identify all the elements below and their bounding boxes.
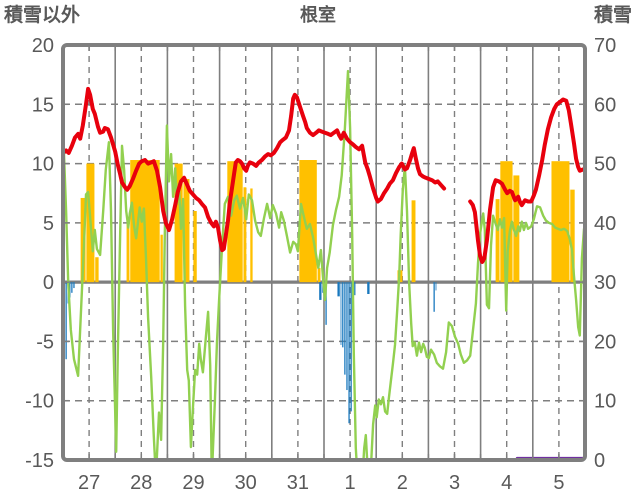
orange-bar [317, 267, 321, 283]
orange-bar [551, 161, 570, 283]
blue-bar [319, 282, 322, 300]
orange-bar [126, 220, 130, 283]
blue-bar [350, 282, 352, 412]
blue-bar [344, 282, 346, 375]
left-axis-tick-label: 0 [43, 272, 54, 294]
right-axis-tick-label: 40 [594, 213, 616, 235]
blue-bar [340, 282, 342, 345]
orange-bar [513, 175, 520, 283]
right-axis-tick-label: 10 [594, 391, 616, 413]
orange-bar [183, 178, 190, 283]
orange-bar [174, 163, 183, 283]
blue-bar [65, 282, 67, 360]
left-axis-tick-label: -15 [25, 450, 54, 472]
orange-bar [250, 188, 253, 283]
blue-bar [346, 282, 348, 391]
orange-bar [193, 211, 197, 283]
x-axis-day-label: 1 [345, 472, 356, 494]
x-axis-day-label: 27 [78, 472, 100, 494]
red-line [63, 86, 447, 253]
orange-bar [495, 199, 500, 283]
blue-bar [73, 282, 75, 289]
orange-bar [570, 189, 575, 283]
orange-bar [299, 160, 317, 283]
right-axis-tick-label: 30 [594, 272, 616, 294]
blue-bar [71, 282, 73, 293]
left-axis-tick-label: 10 [32, 154, 54, 176]
right-axis-title: 積雪 [594, 3, 632, 26]
left-axis-tick-label: 5 [43, 213, 54, 235]
right-axis-tick-label: 60 [594, 94, 616, 116]
grid-layer [63, 45, 585, 460]
orange-bar [95, 257, 99, 283]
blue-bar [367, 282, 370, 294]
blue-bar [435, 282, 437, 291]
blue-bar [354, 282, 356, 296]
red-line [468, 97, 585, 264]
orange-bar [411, 200, 416, 283]
left-axis-tick-label: 15 [32, 94, 54, 116]
left-axis-tick-label: 20 [32, 35, 54, 57]
chart-title: 根室 [300, 4, 336, 25]
blue-bar [342, 282, 344, 348]
x-axis-day-label: 30 [235, 472, 257, 494]
x-axis-day-label: 28 [130, 472, 152, 494]
x-axis-day-label: 29 [182, 472, 204, 494]
right-axis-tick-label: 0 [594, 450, 605, 472]
bars-layer [63, 160, 575, 424]
orange-bar [160, 234, 163, 283]
blue-bar [337, 282, 340, 297]
left-axis-title: 積雪以外 [4, 3, 80, 26]
left-axis-tick-label: -10 [25, 391, 54, 413]
orange-bar [243, 187, 247, 283]
right-axis-tick-label: 70 [594, 35, 616, 57]
blue-bar [433, 282, 435, 312]
right-axis-tick-label: 20 [594, 331, 616, 353]
x-axis-day-label: 5 [553, 472, 564, 494]
plot-frame [61, 43, 587, 462]
green-line [63, 69, 585, 460]
right-axis-tick-label: 50 [594, 154, 616, 176]
blue-bar [325, 282, 327, 325]
x-axis-day-label: 3 [449, 472, 460, 494]
left-axis-tick-label: -5 [36, 331, 54, 353]
x-axis-day-label: 4 [501, 472, 512, 494]
x-axis-day-label: 2 [397, 472, 408, 494]
blue-bar [348, 282, 350, 424]
axis-labels-layer: 積雪以外 根室 積雪 20151050-5-10-157060504030201… [4, 3, 632, 494]
x-axis-day-label: 31 [287, 472, 309, 494]
